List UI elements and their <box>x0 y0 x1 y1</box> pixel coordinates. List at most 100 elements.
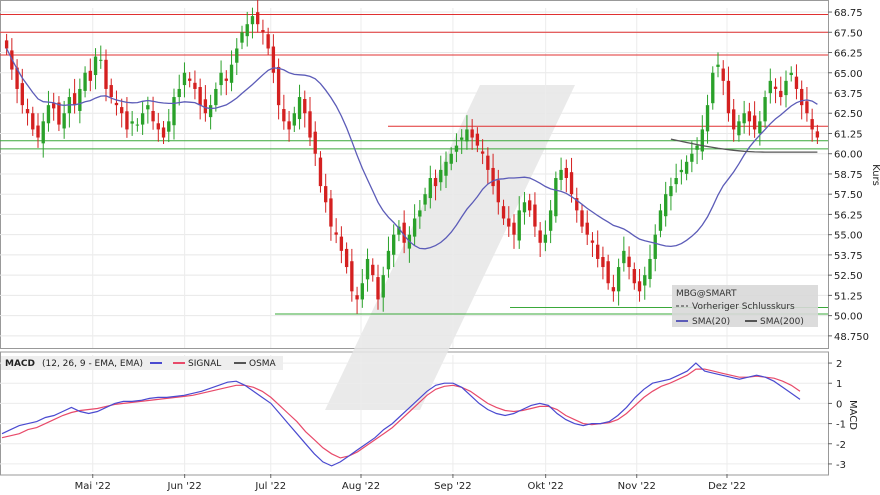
candle-body <box>240 32 244 43</box>
candle-body <box>433 178 438 187</box>
price-tick-label: 56.25 <box>834 210 863 221</box>
macd-tick-label: -1 <box>836 420 846 431</box>
candle-body <box>669 186 673 197</box>
candle-body <box>4 40 9 49</box>
candle-body <box>46 105 51 124</box>
candle-body <box>78 88 82 111</box>
candle-body <box>99 59 103 61</box>
x-tick-label: Mai '22 <box>75 481 111 492</box>
candle-body <box>528 200 532 211</box>
x-tick-label: Nov '22 <box>618 481 656 492</box>
candle-body <box>480 151 485 154</box>
x-tick-label: Aug '22 <box>342 481 380 492</box>
candle-body <box>355 295 359 300</box>
candle-body <box>606 261 610 284</box>
candle-body <box>20 83 24 106</box>
candle-body <box>496 180 500 203</box>
candle-body <box>392 234 396 255</box>
candle-body <box>177 88 181 98</box>
candle-body <box>334 232 338 235</box>
candle-body <box>15 67 19 89</box>
candle-body <box>172 97 176 126</box>
candle-body <box>135 124 140 126</box>
candle-body <box>25 109 30 114</box>
candle-body <box>449 153 453 164</box>
x-tick-label: Dez '22 <box>708 481 746 492</box>
macd-line <box>1 362 801 467</box>
candle-body <box>41 121 45 144</box>
candle-body <box>658 210 663 231</box>
candle-body <box>140 113 145 125</box>
macd-tick-label: 0 <box>836 399 842 410</box>
x-tick-label: Sep '22 <box>434 481 472 492</box>
osma-legend-label: OSMA <box>249 359 277 369</box>
candle-body <box>250 16 255 25</box>
candle-body <box>700 129 704 152</box>
candle-body <box>282 109 286 122</box>
candle-body <box>376 277 380 300</box>
candle-body <box>538 230 542 243</box>
candle-body <box>313 131 317 154</box>
candle-body <box>491 167 495 187</box>
candle-body <box>611 287 616 292</box>
candle-body <box>815 131 820 138</box>
candle-body <box>721 68 725 81</box>
candle-body <box>758 121 762 134</box>
legend-sma200-label: SMA(200) <box>760 317 804 327</box>
candle-body <box>444 161 448 176</box>
price-tick-label: 65.00 <box>834 69 863 80</box>
candle-body <box>412 218 417 237</box>
candle-body <box>308 111 312 138</box>
candle-body <box>72 93 77 106</box>
x-tick-label: Jun '22 <box>167 481 202 492</box>
candle-body <box>182 72 187 86</box>
candle-body <box>779 90 783 98</box>
candle-body <box>229 64 234 83</box>
candle-body <box>726 80 731 114</box>
candle-body <box>62 113 66 129</box>
candle-body <box>596 244 600 259</box>
price-tick-label: 60.00 <box>834 150 863 161</box>
candle-body <box>371 264 375 276</box>
candle-body <box>805 101 809 114</box>
sma20-line <box>6 48 818 250</box>
candle-body <box>324 186 328 203</box>
candle-body <box>365 258 370 280</box>
candle-body <box>256 12 260 25</box>
candle-body <box>737 121 741 136</box>
candle-body <box>470 129 474 138</box>
candle-body <box>439 169 443 183</box>
candle-body <box>616 267 621 292</box>
candle-body <box>648 258 652 280</box>
price-tick-label: 68.75 <box>834 8 863 19</box>
candle-body <box>120 107 124 114</box>
candle-body <box>193 82 197 89</box>
candle-body <box>679 169 684 173</box>
candle-body <box>402 222 406 243</box>
candle-body <box>83 72 87 91</box>
candle-body <box>773 86 778 89</box>
candle-body <box>512 222 516 235</box>
candle-body <box>381 275 385 298</box>
candle-body <box>318 157 323 187</box>
candle-body <box>794 76 799 89</box>
candle-body <box>198 87 202 106</box>
candle-body <box>88 70 92 81</box>
candle-body <box>637 281 642 292</box>
legend-sma20-label: SMA(20) <box>692 317 730 327</box>
candle-body <box>156 123 160 130</box>
candle-body <box>684 161 689 174</box>
candle-body <box>522 202 527 213</box>
price-tick-label: 51.25 <box>834 291 863 302</box>
candle-body <box>653 234 657 259</box>
macd-header-title: MACD <box>5 359 35 369</box>
candle-body <box>188 78 192 81</box>
candle-body <box>768 80 772 94</box>
candle-body <box>643 275 647 286</box>
candle-body <box>664 194 668 217</box>
candle-body <box>57 102 61 125</box>
candle-body <box>203 99 208 114</box>
legend-prevclose-label: Vorheriger Schlusskurs <box>692 302 795 312</box>
candle-body <box>52 103 56 109</box>
x-tick-label: Jul '22 <box>254 481 286 492</box>
